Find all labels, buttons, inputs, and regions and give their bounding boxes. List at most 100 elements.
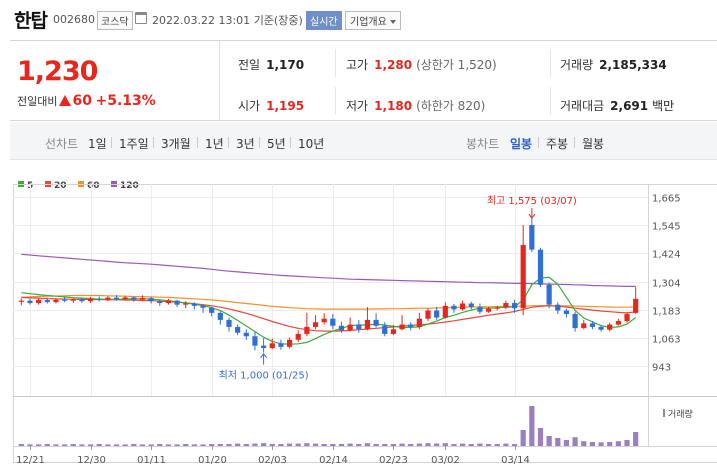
candle-body: [477, 307, 483, 312]
axis-labels: 943 1,063 1,183 1,304 1,424 1,545 1,665 12/21 12…: [16, 194, 693, 467]
company-info-dropdown[interactable]: 기업개요: [345, 11, 401, 30]
y-tick-label: 1,304: [652, 279, 681, 290]
ma60-line: [21, 294, 636, 310]
candle-body: [113, 297, 120, 300]
volume-bar: [485, 444, 492, 446]
candle-body: [312, 322, 319, 327]
candle-body: [607, 324, 613, 330]
candle-body: [511, 303, 518, 309]
volume-bar: [598, 442, 604, 446]
volume-bar: [217, 444, 223, 446]
candle-body: [44, 299, 50, 303]
candle-body: [165, 300, 172, 304]
volume-bar: [105, 444, 111, 446]
volume-bar: [18, 444, 24, 446]
volume-bar: [139, 444, 146, 446]
period-1y[interactable]: 1년: [205, 137, 224, 151]
up-arrow-icon: [59, 95, 72, 106]
candle-body: [529, 225, 535, 250]
volume-bar: [572, 437, 578, 446]
change-percent: +5.13%: [95, 93, 156, 109]
candle-body: [191, 303, 197, 306]
period-10y[interactable]: 10년: [298, 137, 325, 151]
candle-body: [61, 299, 68, 301]
candle-body: [416, 318, 422, 327]
period-3y[interactable]: 3년: [236, 137, 255, 151]
volume-bar: [434, 443, 440, 446]
low-arrow-head: [260, 352, 268, 358]
candlestick-chart[interactable]: 52060120 9431,0631,1831,3041,4241,5451,6…: [0, 160, 717, 471]
open-price: 시가 1,195: [238, 99, 305, 113]
volume-bar: [373, 444, 379, 446]
volume-bar: [425, 443, 431, 446]
candle-body: [494, 307, 500, 309]
high-arrow-head: [528, 213, 536, 219]
volume-bar: [321, 444, 327, 446]
candle-body: [589, 323, 596, 327]
legend-label: 20: [54, 181, 67, 191]
volume-bar: [96, 444, 102, 446]
volume-bar: [494, 444, 500, 446]
high-annotation: 최고 1,575 (03/07): [487, 195, 577, 207]
legend-label: 120: [120, 181, 139, 191]
candle-body: [243, 332, 249, 337]
stock-header: 한탑 002680 코스닥 2022.03.22 13:01 기준(장중) 실시…: [0, 0, 717, 40]
candle-body: [295, 333, 301, 340]
candle-body: [96, 298, 102, 300]
legend-label: 60: [87, 181, 100, 191]
volume-bar: [61, 444, 68, 446]
candle-body: [581, 323, 587, 329]
y-tick-label: 1,665: [652, 194, 681, 205]
candle-body: [615, 321, 621, 325]
x-tick-label: 01/20: [198, 455, 227, 466]
volume-label: 거래량: [668, 408, 693, 420]
candle-body: [563, 310, 570, 315]
candle-weekly[interactable]: 주봉: [546, 137, 569, 151]
x-tick-label: 03/14: [501, 455, 530, 466]
volume-bar: [174, 444, 180, 446]
volume-bar: [87, 444, 94, 446]
candle-body: [338, 325, 345, 331]
volume-bar: [624, 440, 630, 446]
volume-bar: [79, 444, 85, 446]
candle-body: [520, 244, 526, 309]
volume-bar: [235, 443, 241, 446]
market-badge: 코스닥: [97, 11, 133, 30]
candle-body: [434, 310, 440, 318]
candle-body: [373, 319, 379, 326]
period-3m[interactable]: 3개월: [161, 137, 191, 151]
candle-body: [131, 297, 137, 300]
x-tick-label: 02/23: [379, 455, 408, 466]
volume-bar: [382, 444, 388, 446]
candle-monthly[interactable]: 월봉: [582, 137, 605, 151]
realtime-button[interactable]: 실시간: [306, 11, 342, 30]
candle-body: [304, 326, 310, 334]
candle-body: [157, 301, 163, 304]
volume-bar: [581, 441, 587, 446]
volume-bar: [537, 428, 544, 446]
candle-body: [460, 303, 466, 310]
candle-body: [252, 336, 258, 346]
period-5y[interactable]: 5년: [267, 137, 286, 151]
candle-body: [70, 299, 76, 301]
volume-bar: [503, 443, 509, 446]
volume-bar: [589, 442, 596, 446]
period-1w[interactable]: 1주일: [119, 137, 149, 151]
volume-bar: [191, 444, 197, 446]
volume-bar: [53, 444, 59, 446]
candle-body: [425, 310, 431, 319]
period-1d[interactable]: 1일: [88, 137, 107, 151]
candle-body: [485, 308, 492, 312]
candle-body: [18, 300, 24, 302]
candle-body: [408, 324, 414, 327]
volume-bar: [460, 443, 466, 446]
x-tick-label: 12/21: [16, 455, 45, 466]
volume-bar: [347, 443, 353, 446]
candle-body: [598, 326, 604, 330]
volume-bar: [70, 444, 76, 446]
candle-daily[interactable]: 일봉: [510, 137, 533, 151]
volume-bar: [252, 443, 258, 446]
candle-body: [546, 284, 552, 305]
candle-body: [399, 324, 405, 330]
ma5-line: [21, 276, 637, 345]
